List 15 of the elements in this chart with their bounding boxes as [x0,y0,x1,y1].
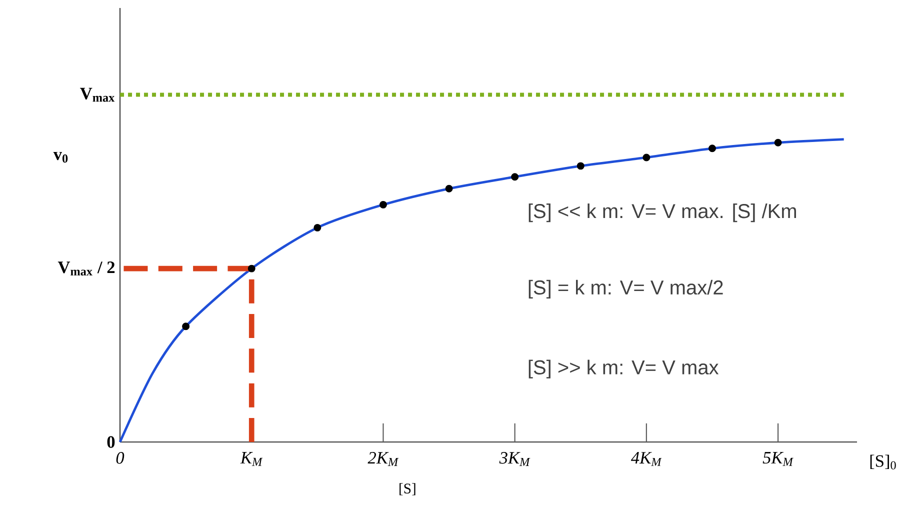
annotation: [S] >> k m: V= V max [528,360,719,378]
annotation: 0 [107,436,115,448]
x-tick-label: 5K$_{M}$ [762,452,794,466]
text: [S] [400,483,416,496]
annotation: [S] = k m: V= V max/2 [528,280,723,299]
ref-line-label: V$_{max}$ [80,88,115,102]
x-tick-label: 2K$_{M}$ [368,452,399,466]
annotation: V$_{max}$ / 2 [58,262,115,276]
x-axis-title: [S]$_{0}$ [870,454,896,470]
annotation: [S] << k m: V= V max. [S] /Km [528,204,796,222]
y-axis-title: v$_{0}$ [53,152,68,163]
x-tick-label: 0 [116,452,124,464]
x-tick-label: 3K$_{M}$ [499,452,530,466]
x-tick-label: K$_{M}$ [240,452,263,466]
x-tick-label: 4K$_{M}$ [630,452,662,466]
